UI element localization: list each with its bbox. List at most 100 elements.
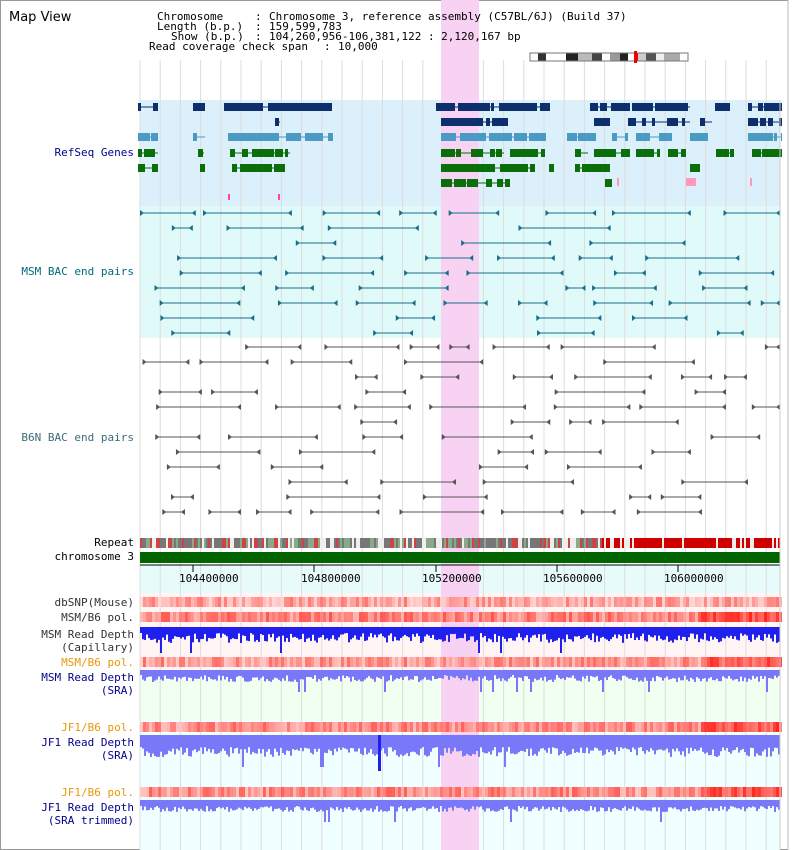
polymorphism-cell <box>770 787 773 797</box>
depth-bar <box>202 735 204 754</box>
polymorphism-cell <box>323 722 326 732</box>
depth-bar <box>216 627 218 634</box>
polymorphism-cell <box>275 597 278 607</box>
depth-bar <box>286 627 288 639</box>
depth-bar <box>748 735 750 757</box>
depth-bar <box>744 627 746 635</box>
track-label-msm-bac[interactable]: MSM BAC end pairs <box>21 265 134 278</box>
polymorphism-cell <box>455 657 458 667</box>
depth-bar <box>204 627 206 635</box>
polymorphism-cell <box>548 612 551 622</box>
track-label-msm-depth-sra-1[interactable]: MSM Read Depth <box>41 671 134 684</box>
depth-bar <box>542 735 544 749</box>
depth-bar <box>560 670 562 680</box>
track-label-jf1-b6-pol-1[interactable]: JF1/B6 pol. <box>61 721 134 734</box>
depth-bar <box>414 627 416 637</box>
polymorphism-cell <box>143 722 146 732</box>
depth-bar <box>528 800 530 812</box>
bac-end <box>444 285 449 291</box>
polymorphism-cell <box>473 657 476 667</box>
repeat-mark <box>488 538 490 548</box>
bac-end <box>581 285 586 291</box>
depth-bar <box>580 627 582 640</box>
polymorphism-cell <box>578 722 581 732</box>
depth-bar <box>484 627 486 636</box>
gene-exon <box>138 103 141 111</box>
polymorphism-cell <box>611 597 614 607</box>
gene-exon <box>668 149 678 157</box>
track-label-msm-b6-pol-2[interactable]: MSM/B6 pol. <box>61 656 134 669</box>
track-label-b6n-bac[interactable]: B6N BAC end pairs <box>21 431 134 444</box>
depth-bar <box>174 670 176 677</box>
track-label-repeat[interactable]: Repeat <box>94 536 134 549</box>
depth-bar <box>750 800 752 808</box>
depth-bar <box>256 627 258 641</box>
polymorphism-cell <box>344 722 347 732</box>
depth-bar <box>654 627 656 636</box>
polymorphism-cell <box>587 597 590 607</box>
polymorphism-cell <box>560 657 563 667</box>
depth-bar <box>524 800 526 810</box>
depth-bar <box>152 627 154 640</box>
depth-bar <box>416 800 418 809</box>
repeat-mark <box>728 538 730 548</box>
depth-bar <box>198 800 200 811</box>
depth-bar <box>398 800 400 808</box>
polymorphism-cell <box>479 597 482 607</box>
depth-bar <box>556 800 558 810</box>
repeat-mark <box>330 538 332 548</box>
bac-end <box>155 434 160 440</box>
repeat-mark <box>204 538 206 548</box>
depth-bar <box>392 627 394 642</box>
depth-bar <box>754 670 756 679</box>
polymorphism-cell <box>149 657 152 667</box>
repeat-mark <box>398 538 400 548</box>
depth-bar <box>746 627 748 636</box>
track-label-jf1-depth-sra-1[interactable]: JF1 Read Depth <box>41 736 134 749</box>
polymorphism-cell <box>332 597 335 607</box>
repeat-mark <box>262 538 264 548</box>
polymorphism-cell <box>245 597 248 607</box>
depth-bar <box>602 800 604 808</box>
polymorphism-cell <box>677 597 680 607</box>
depth-bar <box>492 735 494 751</box>
bac-end <box>297 344 302 350</box>
depth-bar <box>736 800 738 809</box>
track-label-jf1-depth-trim-1[interactable]: JF1 Read Depth <box>41 801 134 814</box>
depth-bar <box>562 735 564 751</box>
repeat-mark <box>650 538 652 548</box>
track-label-refseq[interactable]: RefSeq Genes <box>54 146 134 159</box>
depth-bar <box>406 735 408 754</box>
polymorphism-cell <box>722 597 725 607</box>
gene-exon <box>284 103 299 111</box>
polymorphism-cell <box>146 787 149 797</box>
track-label-dbsnp[interactable]: dbSNP(Mouse) <box>54 596 134 609</box>
track-label-msm-depth-cap-1[interactable]: MSM Read Depth <box>41 628 134 641</box>
polymorphism-cell <box>539 657 542 667</box>
polymorphism-cell <box>290 612 293 622</box>
track-label-jf1-b6-pol-2[interactable]: JF1/B6 pol. <box>61 786 134 799</box>
polymorphism-cell <box>257 722 260 732</box>
bac-end <box>686 210 691 216</box>
track-label-msm-b6-pol-1[interactable]: MSM/B6 pol. <box>61 611 134 624</box>
depth-bar <box>564 670 566 680</box>
bac-end <box>324 344 329 350</box>
ideogram-band <box>620 53 628 61</box>
polymorphism-cell <box>563 657 566 667</box>
gene-exon <box>606 164 610 172</box>
bac-end <box>461 240 466 246</box>
page-title: Map View <box>9 10 72 25</box>
polymorphism-cell <box>440 722 443 732</box>
gene-exon <box>316 133 323 141</box>
gene-exon <box>261 164 272 172</box>
depth-bar <box>350 627 352 640</box>
polymorphism-cell <box>740 722 743 732</box>
depth-bar <box>708 735 710 756</box>
bac-end <box>275 404 280 410</box>
polymorphism-cell <box>668 722 671 732</box>
gene-exon <box>198 149 203 157</box>
track-label-chromosome[interactable]: chromosome 3 <box>54 550 134 563</box>
depth-bar <box>214 800 216 812</box>
repeat-mark <box>166 538 168 548</box>
